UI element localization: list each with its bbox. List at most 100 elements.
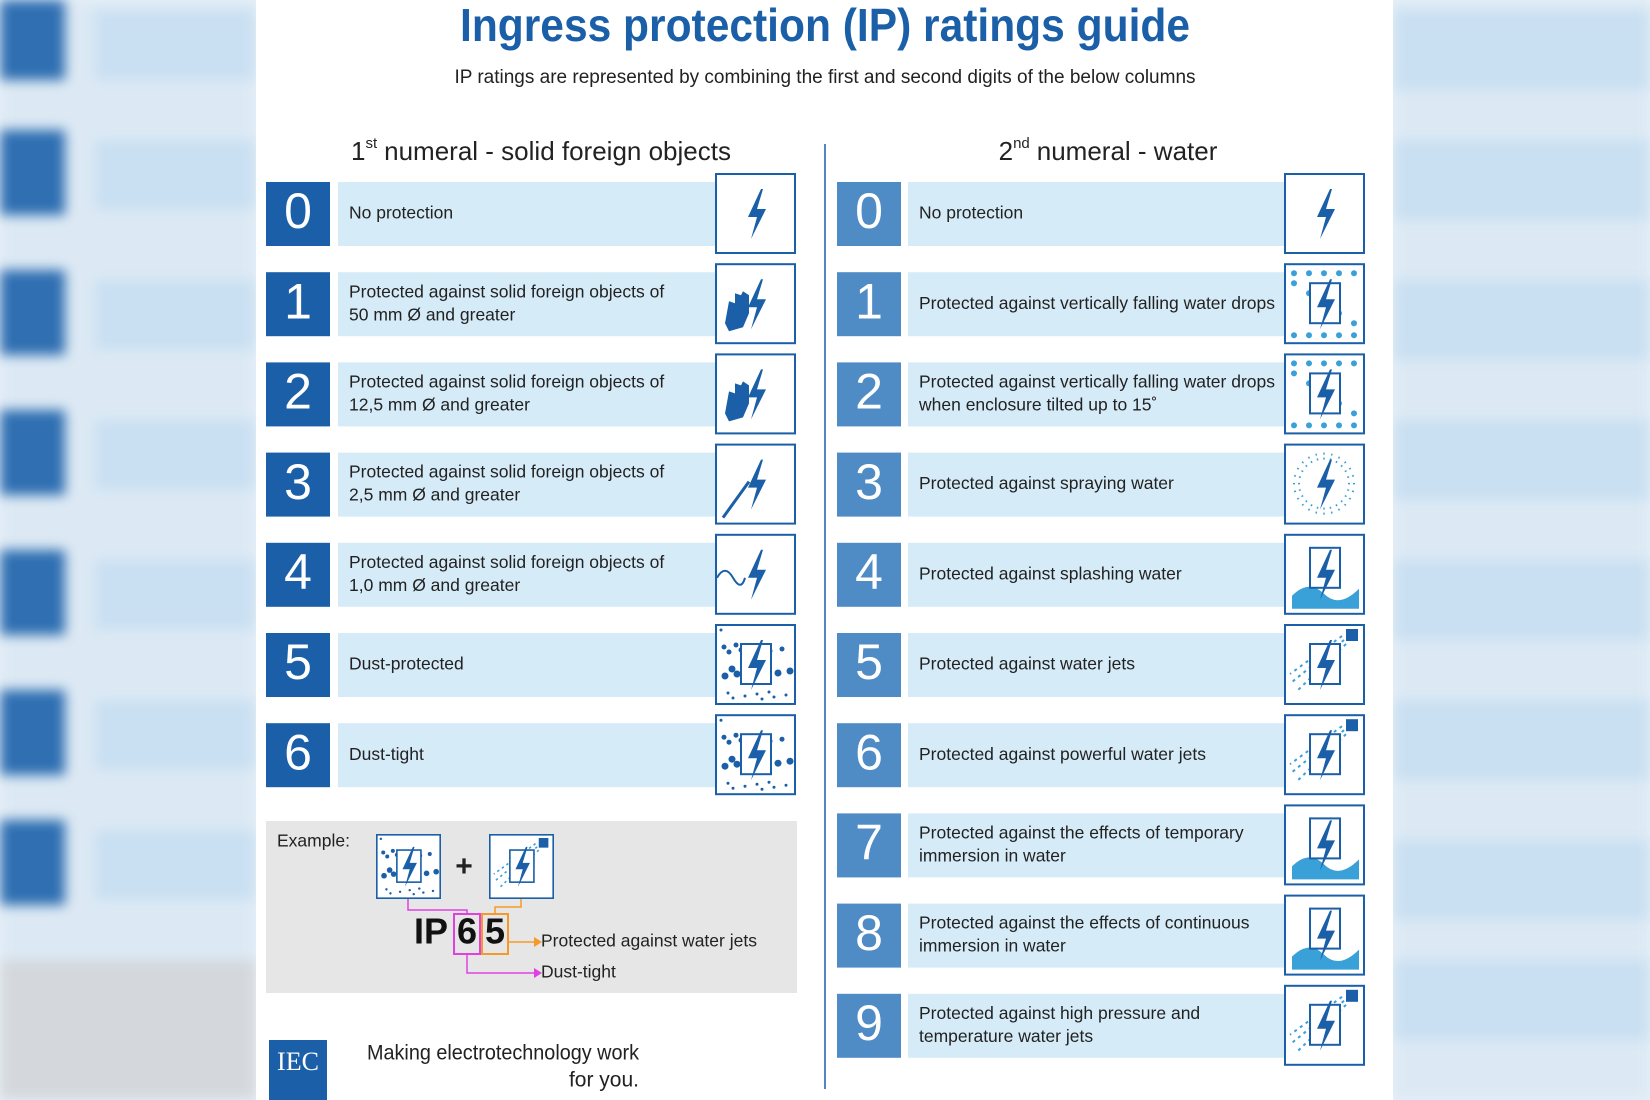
dust-dot bbox=[779, 736, 785, 742]
digit: 6 bbox=[855, 724, 883, 780]
water bbox=[1292, 947, 1359, 970]
column-heading: 1st numeral - solid foreign objects bbox=[351, 135, 731, 166]
bolt bbox=[1317, 189, 1335, 239]
digit-box bbox=[837, 182, 901, 246]
drop bbox=[1336, 332, 1342, 339]
connector bbox=[407, 899, 468, 914]
drop bbox=[1321, 270, 1327, 277]
digit-box bbox=[266, 272, 330, 337]
digit: 9 bbox=[855, 995, 883, 1051]
description-band bbox=[908, 452, 1284, 517]
dust-dot bbox=[733, 642, 739, 648]
drop bbox=[1291, 280, 1297, 287]
description: Protected against vertically falling wat… bbox=[919, 293, 1275, 313]
dust-dot bbox=[733, 732, 739, 738]
icon bbox=[715, 714, 796, 796]
digit-box bbox=[837, 452, 901, 517]
digit-box bbox=[837, 362, 901, 427]
bolt bbox=[748, 730, 766, 781]
bolt bbox=[748, 549, 766, 600]
tool bbox=[721, 480, 751, 519]
dust-dot bbox=[786, 667, 794, 675]
digit: 3 bbox=[855, 454, 883, 510]
icon bbox=[1284, 714, 1365, 796]
dust-dot bbox=[728, 755, 736, 763]
digit-box bbox=[837, 272, 901, 337]
description-band bbox=[908, 182, 1284, 246]
first-meaning: Dust-tight bbox=[541, 962, 616, 982]
drop bbox=[1336, 422, 1342, 429]
water bbox=[1292, 586, 1359, 609]
drop bbox=[1351, 270, 1357, 277]
bolt bbox=[748, 189, 766, 239]
heading-number: 2 bbox=[999, 136, 1013, 166]
description: Protected against solid foreign objects … bbox=[349, 281, 664, 301]
digit: 1 bbox=[855, 273, 883, 329]
icon bbox=[1284, 804, 1365, 886]
icon bbox=[1284, 263, 1365, 345]
drop bbox=[1336, 270, 1342, 277]
drop bbox=[1321, 332, 1327, 339]
spray-line bbox=[1294, 465, 1304, 473]
second-digit: 5 bbox=[485, 911, 505, 952]
dust-dot bbox=[381, 872, 387, 879]
bolt bbox=[748, 279, 766, 330]
digit: 5 bbox=[284, 634, 312, 690]
spray-line bbox=[1306, 504, 1313, 514]
spray-line bbox=[1314, 450, 1319, 461]
drop bbox=[1291, 370, 1297, 377]
dust-dot bbox=[719, 628, 723, 632]
description-band bbox=[908, 903, 1284, 968]
heading-number: 1 bbox=[351, 136, 365, 166]
example-label: Example: bbox=[277, 831, 350, 851]
icon bbox=[1284, 353, 1365, 435]
description-band bbox=[908, 813, 1284, 878]
drop bbox=[1351, 360, 1357, 367]
dust-dot bbox=[772, 695, 776, 699]
bolt bbox=[1317, 730, 1335, 781]
drop bbox=[1351, 410, 1357, 417]
tagline: for you. bbox=[569, 1069, 639, 1092]
bolt bbox=[1317, 279, 1335, 330]
description: Dust-protected bbox=[349, 654, 464, 674]
dust-dot bbox=[755, 782, 759, 786]
dust-dot bbox=[390, 848, 395, 853]
digit-box bbox=[837, 633, 901, 697]
drop bbox=[1291, 270, 1297, 277]
description: Protected against solid foreign objects … bbox=[349, 462, 664, 482]
description-band bbox=[908, 362, 1284, 427]
description-band bbox=[908, 542, 1284, 607]
spray-line bbox=[1290, 474, 1302, 479]
description: Protected against powerful water jets bbox=[919, 744, 1206, 764]
icon bbox=[1284, 894, 1365, 976]
digit-box bbox=[266, 542, 330, 607]
title: Ingress protection (IP) ratings guide bbox=[460, 0, 1190, 51]
description: 2,5 mm Ø and greater bbox=[349, 485, 520, 505]
iec-logo: IEC bbox=[269, 1040, 327, 1100]
description: No protection bbox=[349, 203, 453, 223]
dust-dot bbox=[390, 871, 397, 877]
description: 1,0 mm Ø and greater bbox=[349, 575, 520, 595]
description: No protection bbox=[919, 203, 1023, 223]
icon bbox=[715, 624, 796, 705]
dust-dot bbox=[427, 852, 432, 857]
icon bbox=[1284, 443, 1365, 525]
heading-text: numeral - solid foreign objects bbox=[384, 136, 731, 166]
spray-line bbox=[1340, 459, 1349, 468]
bolt bbox=[1317, 1000, 1335, 1051]
connector bbox=[494, 899, 522, 914]
description: Protected against high pressure and bbox=[919, 1003, 1200, 1023]
description-band bbox=[338, 452, 715, 517]
spray-line bbox=[1344, 465, 1354, 473]
nozzle bbox=[1346, 719, 1358, 732]
drop bbox=[1351, 332, 1357, 339]
icon bbox=[715, 443, 796, 525]
spray-line bbox=[1294, 494, 1304, 502]
second-meaning: Protected against water jets bbox=[541, 931, 757, 951]
nozzle bbox=[1346, 989, 1358, 1002]
hand bbox=[725, 381, 749, 422]
dust-dot bbox=[728, 665, 736, 673]
dust-dot bbox=[779, 646, 785, 652]
dust-dot bbox=[379, 837, 383, 841]
